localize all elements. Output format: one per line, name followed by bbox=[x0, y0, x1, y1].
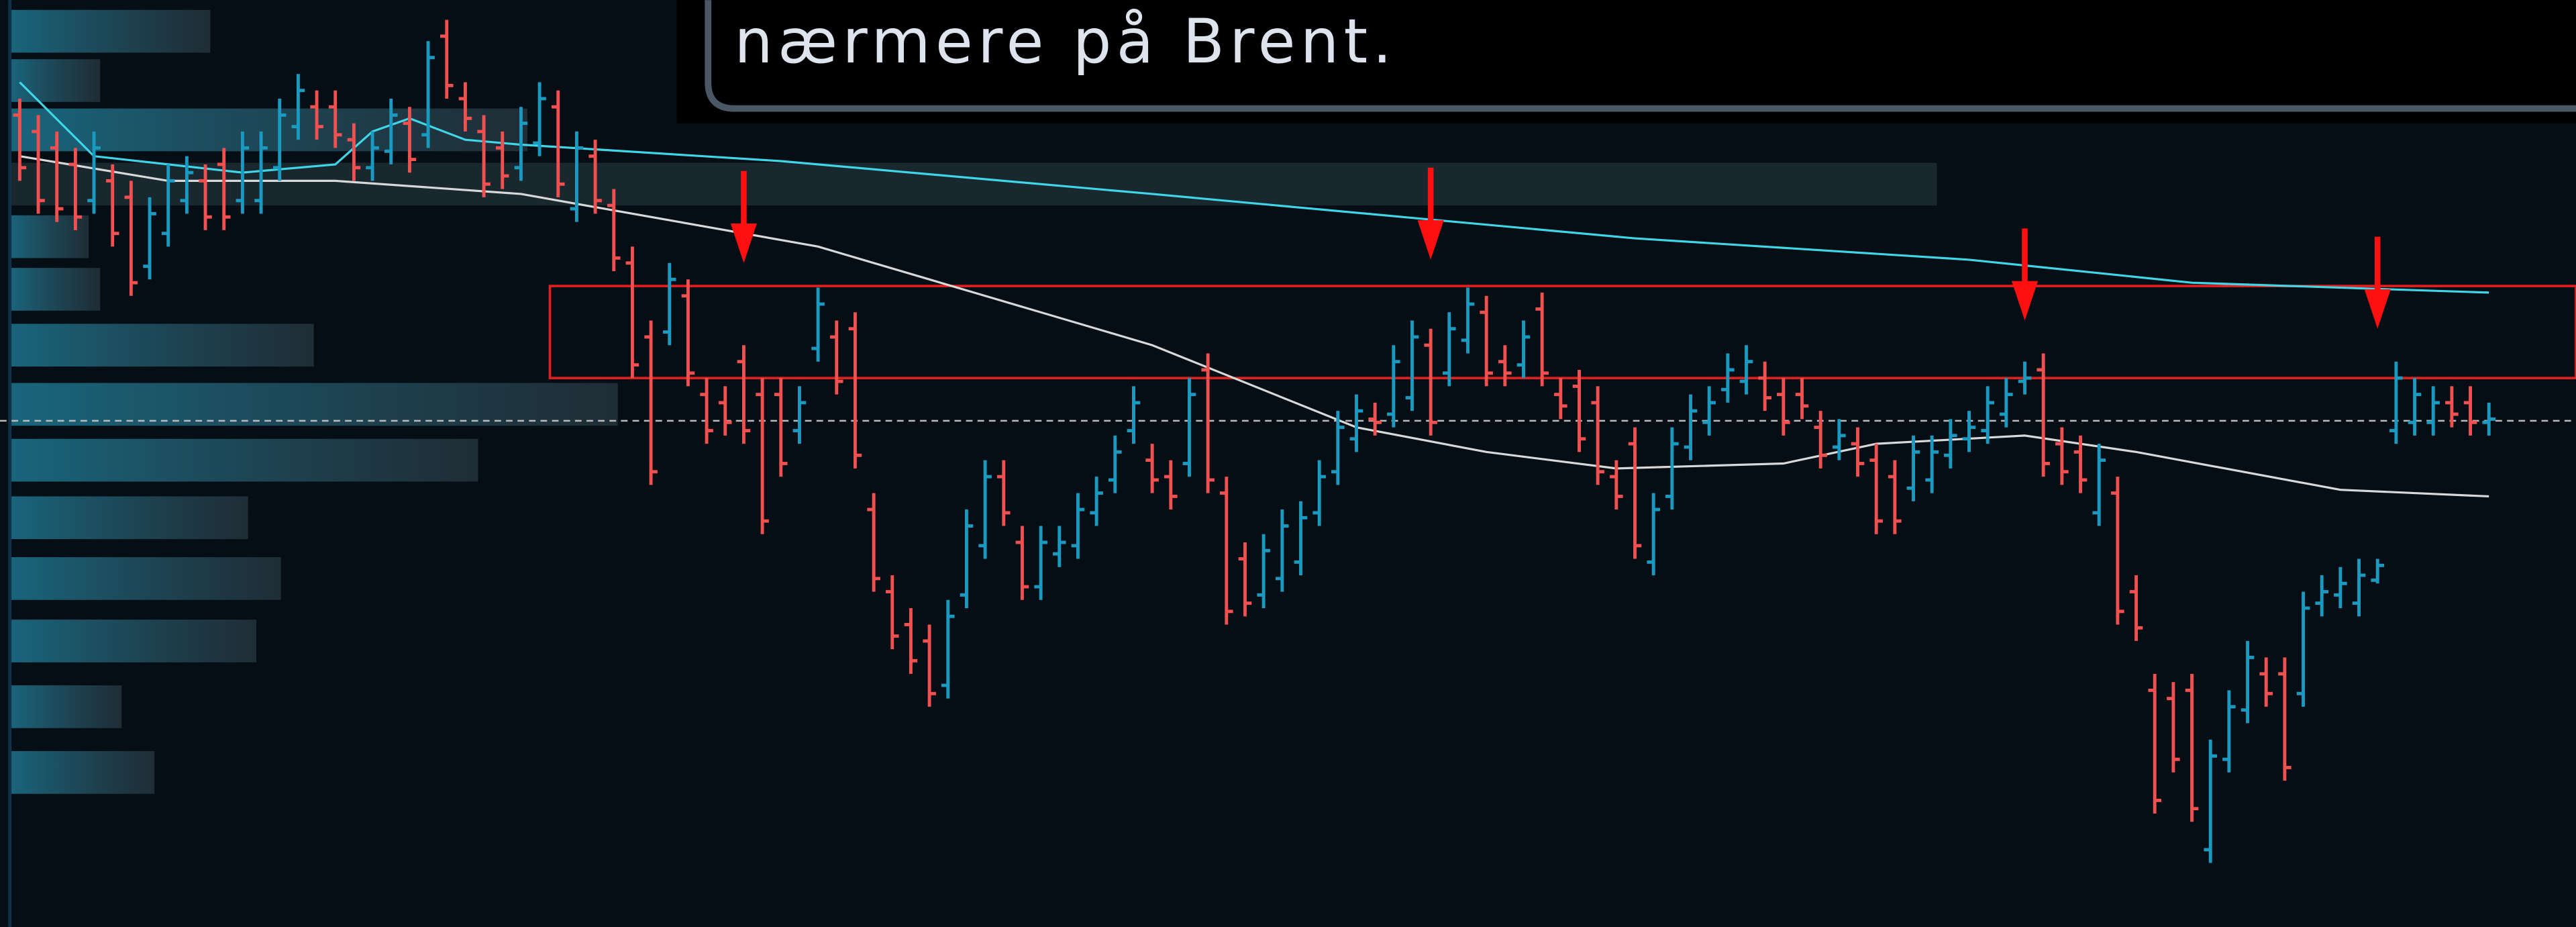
arrow-head bbox=[2011, 281, 2039, 321]
volume-bar bbox=[9, 620, 256, 663]
volume-bar bbox=[9, 268, 101, 311]
resistance-zone bbox=[548, 285, 2576, 380]
note-bg bbox=[676, 0, 2576, 124]
volume-bar bbox=[9, 438, 478, 482]
volume-bar bbox=[9, 324, 314, 367]
volume-bar bbox=[9, 383, 618, 426]
volume-bar bbox=[9, 162, 1937, 206]
arrow-head bbox=[2364, 289, 2391, 329]
volume-bar bbox=[9, 496, 248, 540]
volume-bar bbox=[9, 9, 211, 53]
note-border bbox=[705, 0, 2576, 112]
plot bbox=[0, 19, 2576, 863]
volume-bar bbox=[9, 750, 155, 794]
volume-bar bbox=[9, 557, 281, 600]
volume-bar bbox=[9, 59, 101, 102]
arrow-head bbox=[1417, 220, 1444, 260]
arrow-head bbox=[730, 224, 758, 263]
volume-profile bbox=[9, 9, 1937, 794]
volume-bar bbox=[9, 685, 122, 728]
note-text: nærmere på Brent. bbox=[734, 7, 1396, 77]
volume-bar bbox=[9, 108, 527, 152]
note-box: nærmere på Brent. bbox=[676, 0, 2576, 124]
left-edge bbox=[8, 0, 12, 927]
moving-average bbox=[19, 81, 2489, 294]
